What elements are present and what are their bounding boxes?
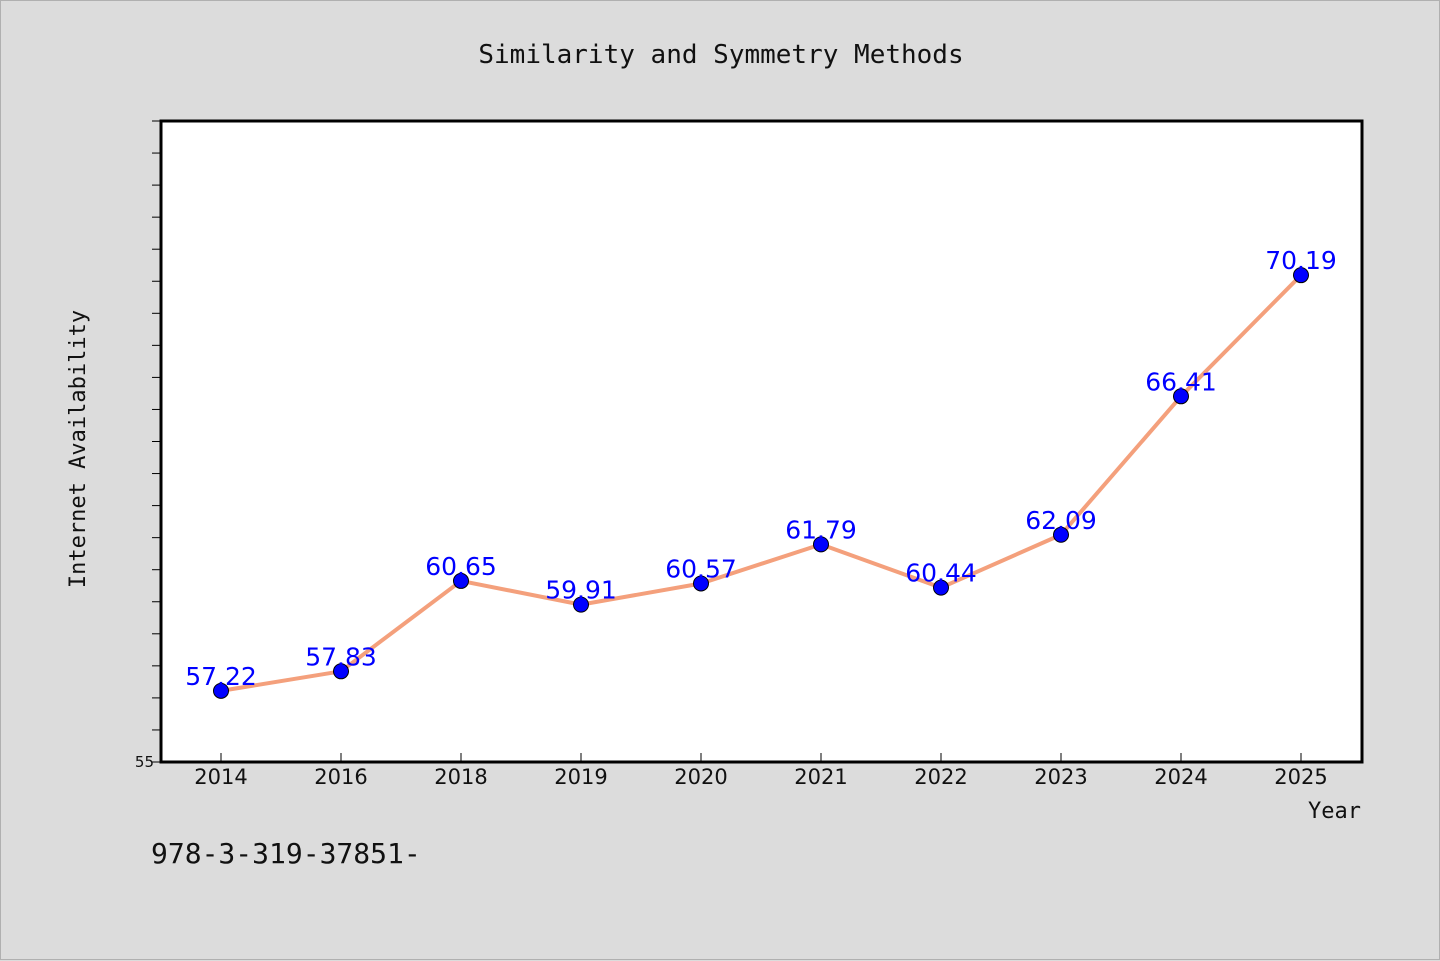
x-tick-label: 2016 xyxy=(314,765,367,789)
series-layer xyxy=(213,267,1309,699)
x-tick-label: 2023 xyxy=(1034,765,1087,789)
x-tick-label: 2014 xyxy=(194,765,247,789)
data-point xyxy=(813,536,829,553)
series-line xyxy=(219,273,1303,693)
data-point xyxy=(1053,526,1069,543)
data-point xyxy=(213,682,229,699)
data-point xyxy=(693,575,709,592)
data-label: 59.91 xyxy=(545,576,617,605)
x-tick-label: 2022 xyxy=(914,765,967,789)
footer-isbn-text: 978-3-319-37851- xyxy=(151,837,421,870)
x-tick-label: 2021 xyxy=(794,765,847,789)
data-point xyxy=(333,663,349,680)
data-label: 66.41 xyxy=(1145,367,1217,396)
x-tick-label: 2025 xyxy=(1274,765,1327,789)
data-point xyxy=(453,572,469,589)
data-label: 70.19 xyxy=(1265,246,1337,275)
x-tick-label: 2020 xyxy=(674,765,727,789)
x-axis-label: Year xyxy=(1308,799,1361,824)
x-tick-label: 2018 xyxy=(434,765,487,789)
data-label: 57.22 xyxy=(185,662,257,691)
data-point xyxy=(1293,267,1309,284)
y-axis-label: Internet Availability xyxy=(66,310,91,588)
data-point xyxy=(1173,388,1189,405)
data-labels-layer: 57.22 57.83 60.65 59.91 60.57 61.79 60.44 62.09… xyxy=(185,246,1337,691)
data-point xyxy=(933,579,949,596)
x-tick-label: 2019 xyxy=(554,765,607,789)
data-label: 62.09 xyxy=(1025,506,1097,535)
y-tick-label: 55 xyxy=(135,753,154,771)
data-label: 57.83 xyxy=(305,642,377,671)
data-label: 60.57 xyxy=(665,554,737,583)
x-tick-label: 2024 xyxy=(1154,765,1207,789)
data-point xyxy=(573,596,589,613)
x-axis-ticks: 2014 2016 2018 2019 2020 2021 2022 2023 2024 2025 xyxy=(194,753,1328,789)
chart-title: Similarity and Symmetry Methods xyxy=(478,40,963,70)
data-label: 60.44 xyxy=(905,559,977,588)
data-label: 60.65 xyxy=(425,552,497,581)
y-axis-ticks: 55 xyxy=(135,120,161,771)
data-label: 61.79 xyxy=(785,515,857,544)
